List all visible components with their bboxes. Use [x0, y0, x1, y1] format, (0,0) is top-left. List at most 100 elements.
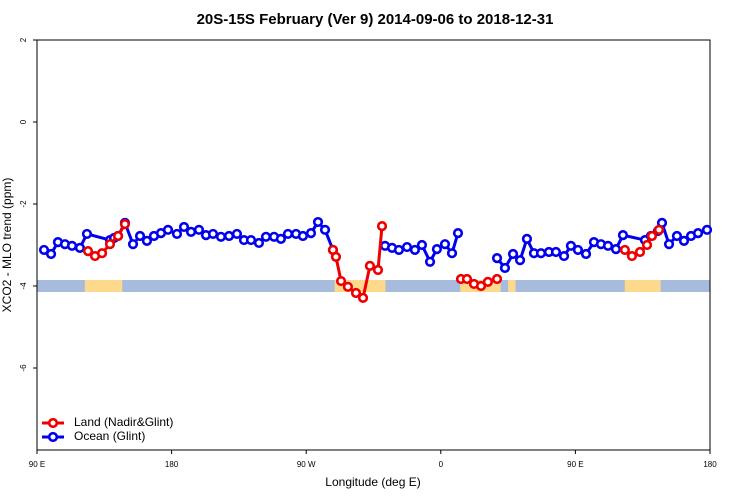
point [653, 224, 665, 235]
point [162, 224, 174, 235]
point [416, 239, 428, 251]
point [342, 281, 354, 292]
point [634, 246, 646, 258]
point [692, 228, 704, 239]
point [641, 239, 653, 251]
point [119, 218, 131, 230]
point [376, 221, 388, 232]
legend-marker [47, 431, 59, 443]
point [499, 262, 511, 274]
y-tick-label: -6 [19, 364, 28, 372]
point [602, 240, 614, 251]
point [96, 248, 108, 259]
point [535, 248, 547, 259]
point [231, 228, 243, 240]
point [372, 264, 384, 276]
point [401, 241, 413, 253]
point [439, 239, 451, 250]
point [282, 228, 294, 240]
point [646, 230, 658, 242]
point [297, 230, 309, 242]
point [446, 248, 458, 259]
plot-frame [36, 39, 711, 451]
point [491, 273, 503, 285]
point [104, 239, 116, 250]
point [66, 240, 78, 251]
x-tick-label: 90 W [297, 460, 316, 469]
point [127, 239, 139, 250]
x-tick-label: 90 E [29, 460, 45, 469]
legend-marker [47, 417, 59, 429]
point [82, 246, 94, 257]
point [171, 228, 183, 240]
point [580, 248, 592, 260]
x-tick-label: 90 E [567, 460, 583, 469]
point [215, 231, 227, 242]
point [507, 248, 519, 260]
land-band [508, 280, 516, 292]
point [45, 248, 57, 260]
point [81, 228, 93, 240]
point [619, 244, 631, 256]
point [357, 292, 369, 303]
x-tick-label: 0 [439, 460, 444, 469]
point [350, 287, 362, 299]
point [558, 250, 570, 262]
point [424, 256, 436, 267]
point [185, 226, 197, 237]
y-axis-label: XCO2 - MLO trend (ppm) [0, 178, 14, 313]
point [521, 233, 533, 244]
point [207, 228, 219, 240]
point [245, 234, 257, 246]
point [393, 244, 405, 256]
x-axis-label: Longitude (deg E) [325, 475, 420, 489]
point [409, 244, 421, 256]
point [178, 221, 190, 233]
x-tick-label: 180 [703, 460, 717, 469]
point [330, 251, 342, 262]
legend-label: Land (Nadir&Glint) [74, 415, 173, 429]
point [431, 244, 443, 255]
point [514, 255, 526, 266]
y-tick-label: 2 [19, 37, 28, 42]
land-band [84, 280, 123, 292]
point [610, 244, 622, 255]
point [253, 237, 265, 249]
y-tick-label: 0 [19, 119, 28, 124]
legend-label: Ocean (Glint) [74, 429, 145, 443]
y-tick-label: -4 [19, 282, 28, 290]
point [193, 224, 205, 235]
point [335, 275, 347, 287]
point [312, 216, 324, 228]
point [671, 230, 683, 242]
point [565, 240, 577, 251]
point [275, 233, 287, 244]
land-band [624, 280, 661, 292]
point [112, 230, 124, 242]
point [491, 253, 503, 264]
point [475, 280, 487, 292]
x-tick-label: 180 [165, 460, 179, 469]
point [74, 242, 86, 253]
y-tick-label: -2 [19, 200, 28, 208]
chart-title: 20S-15S February (Ver 9) 2014-09-06 to 2… [197, 11, 554, 28]
point [38, 244, 50, 256]
point [223, 230, 235, 242]
point [452, 228, 464, 239]
point [550, 246, 562, 258]
point [305, 228, 317, 239]
point [260, 231, 272, 242]
point [626, 250, 638, 262]
point [572, 244, 584, 256]
point [482, 276, 494, 288]
point [663, 239, 675, 250]
point [617, 230, 629, 241]
point [461, 273, 473, 285]
point [141, 235, 153, 246]
point [678, 235, 690, 246]
point [364, 260, 376, 272]
point [701, 224, 713, 235]
point [319, 224, 331, 235]
